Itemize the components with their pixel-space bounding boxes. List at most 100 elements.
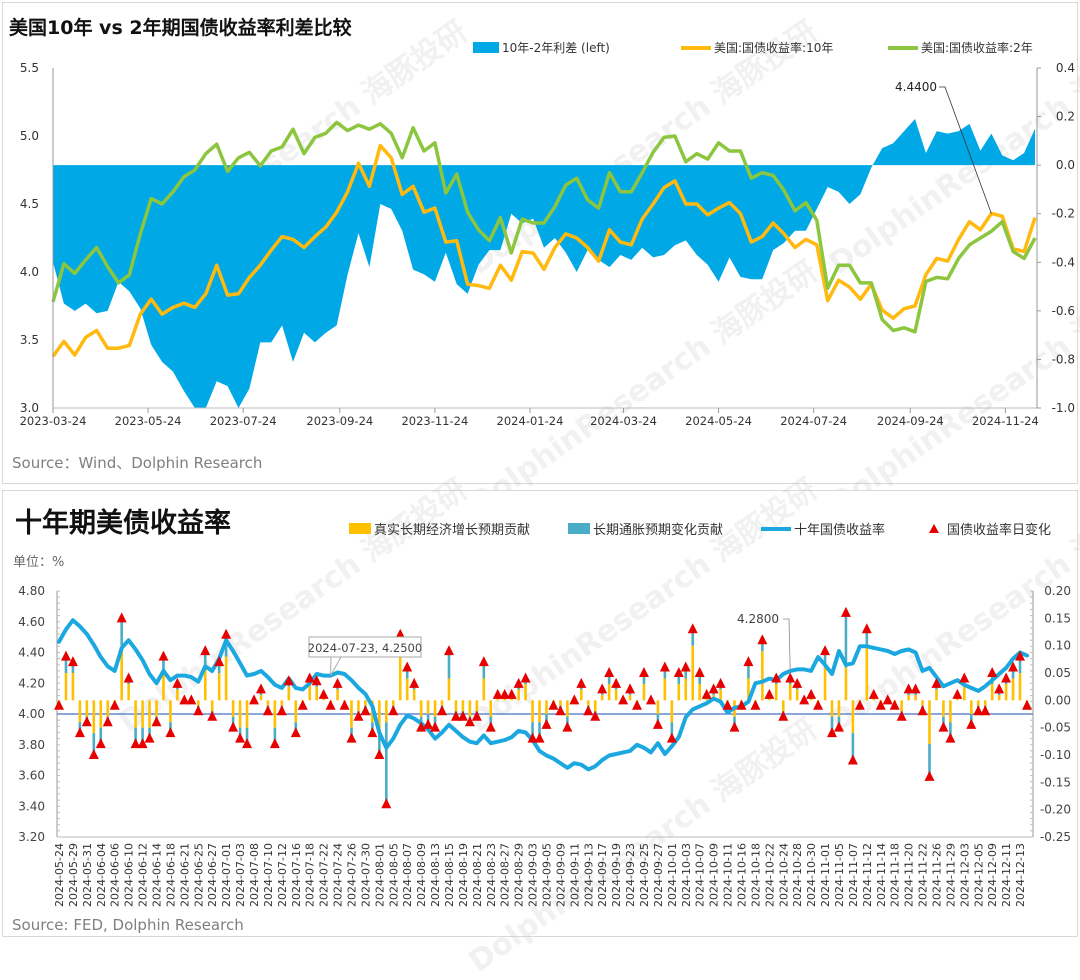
daily-change-marker (472, 711, 482, 721)
bar-real-growth (357, 700, 360, 711)
bar-real-growth (225, 657, 228, 701)
x-tick-label: 2024-11-07 (847, 843, 860, 907)
legend-item-inflation: 长期通胀预期变化贡献 (568, 519, 723, 538)
daily-change-marker (562, 722, 572, 732)
bar-real-growth (489, 700, 492, 716)
bar-real-growth (559, 700, 562, 705)
daily-change-marker (681, 662, 691, 672)
daily-change-marker (367, 727, 377, 737)
bar-real-growth (719, 689, 722, 700)
bar-real-growth (288, 687, 291, 701)
bar-real-growth (211, 700, 214, 711)
bar-real-growth (260, 695, 263, 700)
legend-label: 十年国债收益率 (794, 519, 885, 538)
x-tick-label: 2024-11-29 (944, 843, 957, 907)
daily-change-marker (277, 705, 287, 715)
daily-change-marker (151, 716, 161, 726)
daily-change-marker (535, 733, 545, 743)
bar-real-growth (921, 700, 924, 705)
daily-change-marker (597, 683, 607, 693)
bar-real-growth (524, 684, 527, 700)
legend-swatch-spread (473, 42, 499, 53)
bar-real-growth (698, 684, 701, 700)
daily-change-marker (507, 689, 517, 699)
x-tick-label: 2023-05-24 (115, 414, 182, 428)
bar-real-growth (677, 684, 680, 700)
x-tick-label: 2024-10-24 (777, 843, 790, 907)
x-tick-label: 2024-09-05 (540, 843, 553, 907)
bar-real-growth (385, 700, 388, 722)
x-tick-label: 2024-07-24 (332, 843, 345, 907)
x-tick-label: 2024-06-27 (206, 843, 219, 907)
left-tick-label: 4.0 (20, 265, 39, 279)
bar-real-growth (608, 684, 611, 700)
bar-real-growth (942, 700, 945, 716)
daily-change-marker (193, 705, 203, 715)
callout-label: 2024-07-23, 4.2500 (308, 641, 422, 655)
x-tick-label: 2024-06-21 (178, 843, 191, 907)
bar-real-growth (350, 700, 353, 727)
x-tick-label: 2024-09-03 (527, 843, 540, 907)
bar-real-growth (852, 700, 855, 733)
x-tick-label: 2024-06-10 (123, 843, 136, 907)
daily-change-marker (145, 733, 155, 743)
left-tick-label: 3.60 (18, 769, 45, 783)
x-tick-label: 2024-12-13 (1014, 843, 1027, 907)
x-tick-label: 2024-07-30 (359, 843, 372, 907)
bar-real-growth (684, 678, 687, 700)
bar-real-growth (434, 700, 437, 716)
daily-change-marker (695, 667, 705, 677)
daily-change-marker (583, 705, 593, 715)
right-tick-label: 0.10 (1044, 639, 1071, 653)
spread-chart: 5.55.04.54.03.53.00.40.20.0-0.2-0.4-0.6-… (3, 3, 1077, 483)
bar-real-growth (441, 700, 444, 705)
bar-real-growth (197, 700, 200, 705)
bar-real-growth (169, 700, 172, 722)
bar-real-growth (274, 700, 277, 727)
daily-change-marker (221, 629, 231, 639)
legend-label: 国债收益率日变化 (947, 519, 1051, 538)
daily-change-marker (228, 722, 238, 732)
spread-chart-panel: DolphinResearch 海豚投研 DolphinResearch 海豚投… (2, 2, 1078, 484)
x-tick-label: 2024-08-15 (443, 843, 456, 907)
bar-real-growth (294, 700, 297, 722)
right-tick-label: 0.2 (1056, 110, 1075, 124)
daily-change-marker (319, 689, 329, 699)
daily-change-marker (576, 678, 586, 688)
x-tick-label: 2024-10-18 (749, 843, 762, 907)
daily-change-marker (813, 700, 823, 710)
x-tick-label: 2024-11-24 (972, 414, 1039, 428)
right-tick-label: -0.05 (1040, 721, 1071, 735)
x-tick-label: 2024-07-01 (220, 843, 233, 907)
left-tick-label: 4.60 (18, 615, 45, 629)
bar-real-growth (594, 700, 597, 711)
bar-real-growth (615, 689, 618, 700)
daily-change-marker (54, 700, 64, 710)
bar-real-growth (448, 678, 451, 700)
x-tick-label: 2024-10-16 (735, 843, 748, 907)
bar-real-growth (281, 700, 284, 705)
daily-change-marker (207, 711, 217, 721)
left-tick-label: 4.20 (18, 676, 45, 690)
bar-real-growth (657, 700, 660, 714)
x-tick-label: 2024-08-07 (401, 843, 414, 907)
bar-real-growth (406, 678, 409, 700)
legend-item-daily-change: 国债收益率日变化 (929, 519, 1051, 538)
daily-change-marker (994, 683, 1004, 693)
bar-real-growth (761, 651, 764, 700)
daily-change-marker (200, 645, 210, 655)
x-tick-label: 2024-05-24 (685, 414, 752, 428)
annotation-leader-line (783, 619, 790, 671)
x-tick-label: 2024-05-29 (67, 843, 80, 907)
bar-real-growth (176, 689, 179, 700)
x-tick-label: 2024-11-01 (819, 843, 832, 907)
right-tick-label: -0.4 (1052, 255, 1075, 269)
daily-change-marker (402, 662, 412, 672)
daily-change-marker (834, 722, 844, 732)
bar-real-growth (517, 689, 520, 700)
bar-real-growth (775, 684, 778, 700)
bar-real-growth (1019, 673, 1022, 700)
x-tick-label: 2024-08-27 (499, 843, 512, 907)
legend-item-10y: 美国:国债收益率:10年 (681, 39, 833, 56)
x-tick-label: 2023-03-24 (20, 414, 87, 428)
